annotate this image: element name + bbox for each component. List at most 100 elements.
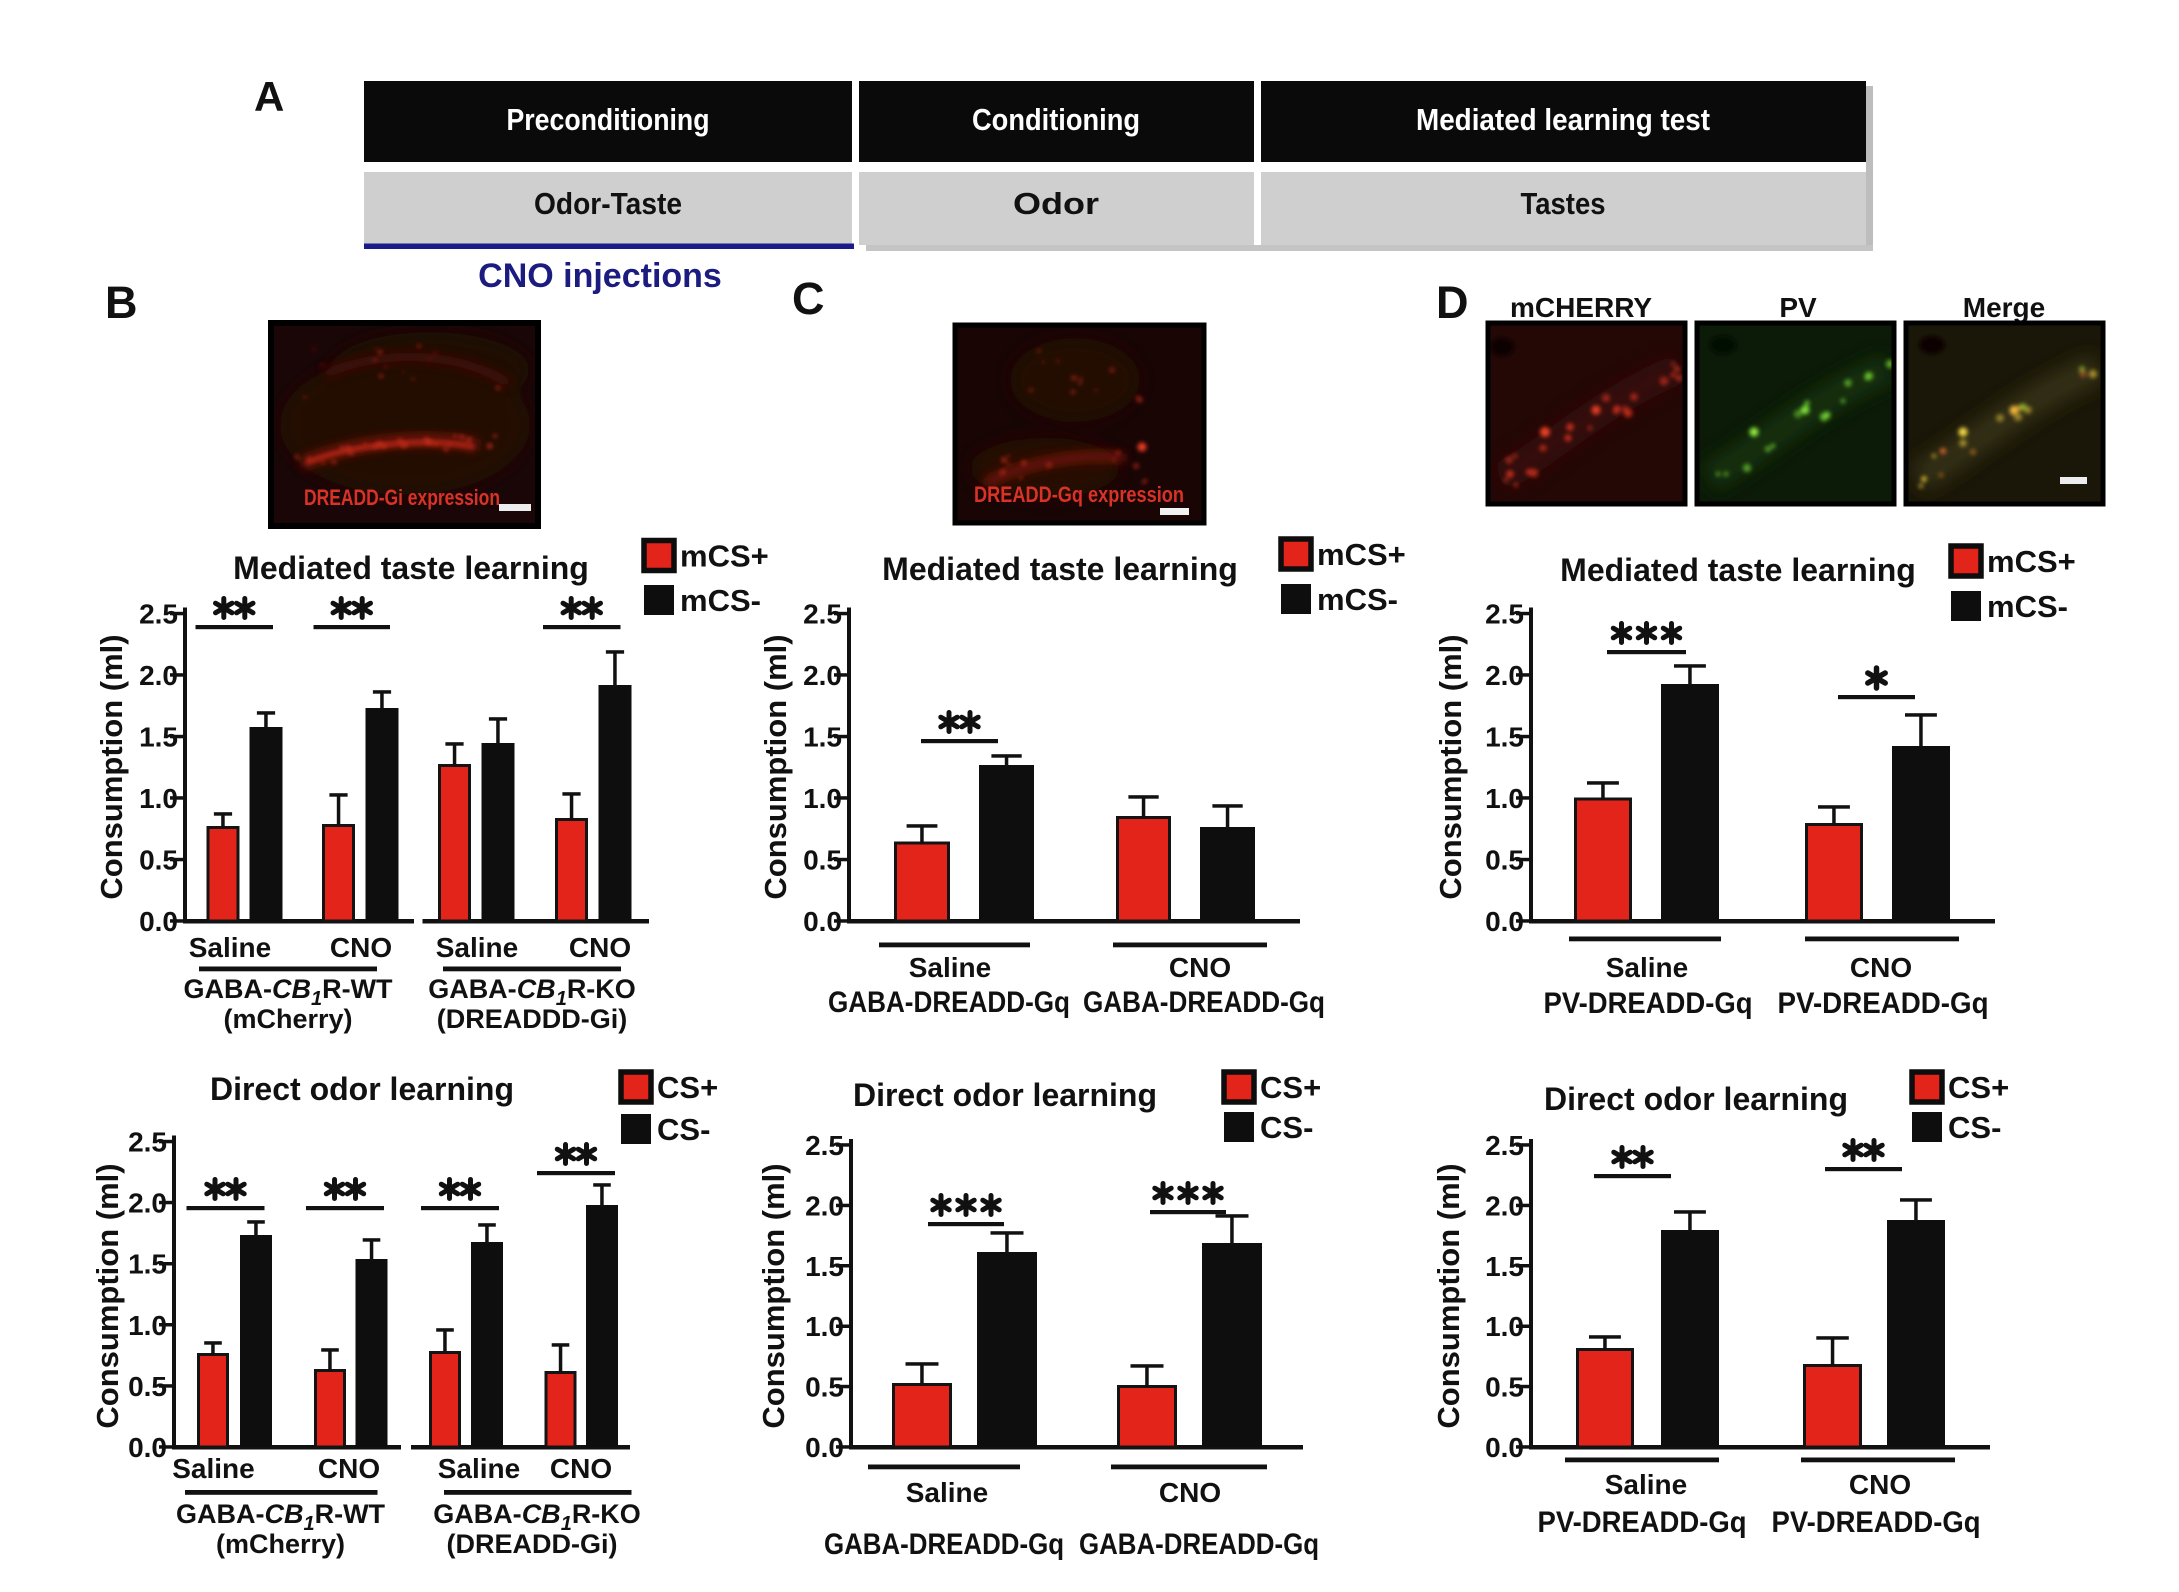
svg-text:0.5: 0.5: [139, 845, 178, 876]
svg-text:CS-: CS-: [1948, 1110, 2001, 1145]
svg-text:Direct odor learning: Direct odor learning: [1544, 1081, 1848, 1117]
svg-text:Saline: Saline: [1605, 1469, 1687, 1500]
svg-text:2.5: 2.5: [805, 1130, 844, 1161]
svg-text:CNO: CNO: [330, 932, 392, 963]
svg-text:CS-: CS-: [657, 1112, 710, 1147]
svg-text:Odor-Taste: Odor-Taste: [534, 186, 682, 221]
svg-text:0.5: 0.5: [803, 845, 842, 876]
svg-text:Direct odor learning: Direct odor learning: [210, 1071, 514, 1107]
svg-text:2.0: 2.0: [803, 660, 842, 691]
svg-text:2.5: 2.5: [1485, 1130, 1524, 1161]
svg-text:PV-DREADD-Gq: PV-DREADD-Gq: [1778, 987, 1989, 1020]
svg-text:mCS-: mCS-: [680, 583, 761, 618]
svg-text:2.0: 2.0: [805, 1190, 844, 1221]
svg-text:PV-DREADD-Gq: PV-DREADD-Gq: [1772, 1506, 1981, 1539]
svg-text:1.5: 1.5: [128, 1249, 167, 1280]
svg-text:2.5: 2.5: [803, 599, 842, 630]
svg-text:0.5: 0.5: [128, 1371, 167, 1402]
svg-text:1.0: 1.0: [139, 783, 178, 814]
svg-text:1.5: 1.5: [805, 1251, 844, 1282]
svg-text:mCS+: mCS+: [1317, 537, 1406, 572]
svg-text:Direct odor learning: Direct odor learning: [853, 1077, 1157, 1113]
svg-text:Consumption (ml): Consumption (ml): [758, 634, 793, 899]
svg-text:CNO: CNO: [550, 1453, 612, 1484]
svg-text:Saline: Saline: [436, 932, 518, 963]
svg-text:0.0: 0.0: [1485, 906, 1524, 937]
svg-text:Saline: Saline: [189, 932, 271, 963]
svg-text:PV: PV: [1779, 292, 1817, 323]
svg-text:1.0: 1.0: [805, 1311, 844, 1342]
svg-text:mCHERRY: mCHERRY: [1510, 292, 1652, 323]
svg-text:GABA-DREADD-Gq: GABA-DREADD-Gq: [828, 986, 1070, 1019]
svg-text:2.0: 2.0: [128, 1188, 167, 1219]
svg-text:GABA-DREADD-Gq: GABA-DREADD-Gq: [824, 1528, 1064, 1561]
svg-text:1.0: 1.0: [1485, 1311, 1524, 1342]
svg-text:Odor: Odor: [1013, 186, 1099, 221]
svg-text:Mediated taste learning: Mediated taste learning: [233, 550, 589, 586]
svg-text:2.5: 2.5: [1485, 599, 1524, 630]
svg-text:0.0: 0.0: [128, 1432, 167, 1463]
svg-text:CNO: CNO: [569, 932, 631, 963]
svg-text:0.0: 0.0: [1485, 1432, 1524, 1463]
svg-text:CNO: CNO: [1849, 1469, 1911, 1500]
svg-text:CS-: CS-: [1260, 1110, 1313, 1145]
svg-text:Saline: Saline: [906, 1477, 988, 1508]
svg-text:1.5: 1.5: [803, 722, 842, 753]
svg-text:mCS+: mCS+: [1987, 544, 2076, 579]
svg-text:B: B: [105, 277, 138, 328]
svg-text:mCS+: mCS+: [680, 539, 769, 574]
svg-text:GABA-DREADD-Gq: GABA-DREADD-Gq: [1083, 986, 1325, 1019]
svg-text:CNO: CNO: [1159, 1477, 1221, 1508]
svg-text:Saline: Saline: [1606, 952, 1688, 983]
svg-text:CNO: CNO: [1169, 952, 1231, 983]
svg-text:0.0: 0.0: [139, 906, 178, 937]
svg-text:0.0: 0.0: [803, 906, 842, 937]
svg-text:Saline: Saline: [172, 1453, 254, 1484]
svg-text:1.5: 1.5: [1485, 722, 1524, 753]
svg-text:Tastes: Tastes: [1521, 186, 1606, 221]
svg-text:2.5: 2.5: [139, 599, 178, 630]
svg-text:Consumption (ml): Consumption (ml): [756, 1163, 791, 1428]
svg-text:CS+: CS+: [657, 1070, 718, 1105]
svg-text:Saline: Saline: [438, 1453, 520, 1484]
svg-text:Merge: Merge: [1963, 292, 2045, 323]
svg-text:0.5: 0.5: [1485, 1372, 1524, 1403]
svg-text:DREADD-Gq expression: DREADD-Gq expression: [974, 482, 1184, 507]
svg-text:C: C: [792, 273, 825, 324]
svg-text:CS+: CS+: [1948, 1070, 2009, 1105]
svg-text:PV-DREADD-Gq: PV-DREADD-Gq: [1538, 1506, 1747, 1539]
svg-text:2.5: 2.5: [128, 1127, 167, 1158]
svg-text:1.0: 1.0: [803, 783, 842, 814]
svg-text:2.0: 2.0: [1485, 660, 1524, 691]
svg-text:(mCherry): (mCherry): [223, 1004, 352, 1034]
svg-text:(DREADD-Gi): (DREADD-Gi): [447, 1529, 618, 1559]
svg-text:Conditioning: Conditioning: [972, 102, 1140, 137]
svg-text:Consumption (ml): Consumption (ml): [90, 1163, 125, 1428]
svg-text:1.0: 1.0: [128, 1310, 167, 1341]
svg-text:Consumption (ml): Consumption (ml): [1431, 1163, 1466, 1428]
svg-text:1.5: 1.5: [139, 722, 178, 753]
svg-text:CNO: CNO: [318, 1453, 380, 1484]
svg-text:0.0: 0.0: [805, 1432, 844, 1463]
svg-text:GABA-DREADD-Gq: GABA-DREADD-Gq: [1079, 1528, 1319, 1561]
svg-text:mCS-: mCS-: [1987, 589, 2068, 624]
svg-text:Saline: Saline: [909, 952, 991, 983]
svg-text:Mediated learning test: Mediated learning test: [1416, 102, 1710, 137]
svg-text:(mCherry): (mCherry): [216, 1529, 345, 1559]
svg-text:2.0: 2.0: [139, 660, 178, 691]
svg-text:CNO: CNO: [1850, 952, 1912, 983]
svg-text:mCS-: mCS-: [1317, 582, 1398, 617]
svg-text:(DREADDD-Gi): (DREADDD-Gi): [437, 1004, 627, 1034]
svg-text:2.0: 2.0: [1485, 1190, 1524, 1221]
svg-text:Preconditioning: Preconditioning: [507, 102, 710, 137]
svg-text:A: A: [254, 73, 284, 120]
svg-text:Consumption (ml): Consumption (ml): [1433, 634, 1468, 899]
svg-text:Mediated taste learning: Mediated taste learning: [1560, 552, 1916, 588]
svg-text:1.5: 1.5: [1485, 1251, 1524, 1282]
svg-text:Mediated taste learning: Mediated taste learning: [882, 551, 1238, 587]
svg-text:D: D: [1436, 277, 1469, 328]
svg-text:CNO injections: CNO injections: [478, 257, 722, 295]
svg-text:CS+: CS+: [1260, 1070, 1321, 1105]
svg-text:1.0: 1.0: [1485, 783, 1524, 814]
svg-text:0.5: 0.5: [1485, 845, 1524, 876]
